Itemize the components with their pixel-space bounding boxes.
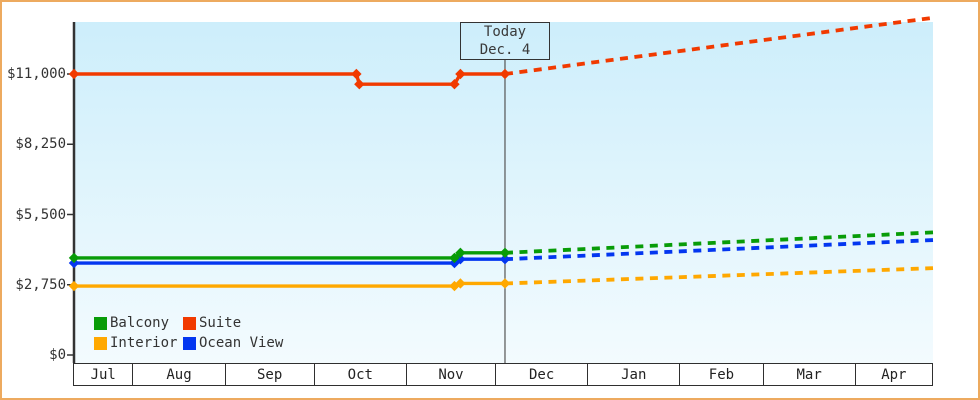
legend-item-balcony: Balcony [94,313,183,333]
plot-area [74,22,933,363]
month-cell-nov: Nov [405,363,497,386]
marker-suite [455,68,466,80]
today-box-title: Today [483,24,527,40]
y-axis-label: $5,500 [15,206,66,223]
series-history-suite [74,72,505,86]
y-axis-label: $8,250 [15,136,66,153]
legend-label: Interior [110,335,178,351]
marker-suite [449,79,460,90]
today-box: Today Dec. 4 [459,22,550,60]
month-cell-oct: Oct [313,363,407,386]
legend-swatch-icon [94,316,107,330]
legend-label: Suite [199,315,242,331]
legend-swatch-icon [94,336,107,350]
legend-swatch-icon [183,336,196,350]
today-box-date: Dec. 4 [479,42,531,58]
marker-interior [499,278,511,289]
month-cell-sep: Sep [224,363,315,386]
legend-item-suite: Suite [183,313,283,333]
legend-label: Ocean View [199,335,284,351]
month-cell-jul: Jul [73,363,134,386]
marker-suite [351,68,362,80]
month-cell-dec: Dec [495,363,589,386]
marker-interior [68,280,80,292]
y-axis-label: $11,000 [6,66,66,82]
month-cell-mar: Mar [762,363,856,386]
marker-ocean-view [499,254,511,265]
marker-balcony [499,247,511,259]
legend-item-interior: Interior [94,333,183,353]
legend-swatch-icon [183,316,196,330]
legend-label: Balcony [110,315,170,331]
marker-balcony [455,247,466,259]
month-cell-feb: Feb [679,363,764,386]
marker-balcony [68,252,80,264]
month-cell-aug: Aug [132,363,226,386]
marker-suite [354,79,365,90]
legend: Balcony Suite Interior Ocean View [94,313,283,353]
marker-balcony [449,252,460,264]
marker-interior [455,278,466,289]
month-cell-jan: Jan [587,363,681,386]
y-axis-label: $2,750 [15,276,66,293]
y-axis-label: $0 [49,347,66,363]
legend-item-ocean-view: Ocean View [183,333,283,353]
month-cell-apr: Apr [854,363,933,386]
marker-suite [499,68,511,80]
marker-suite [68,68,80,80]
series-history-balcony [74,251,505,260]
